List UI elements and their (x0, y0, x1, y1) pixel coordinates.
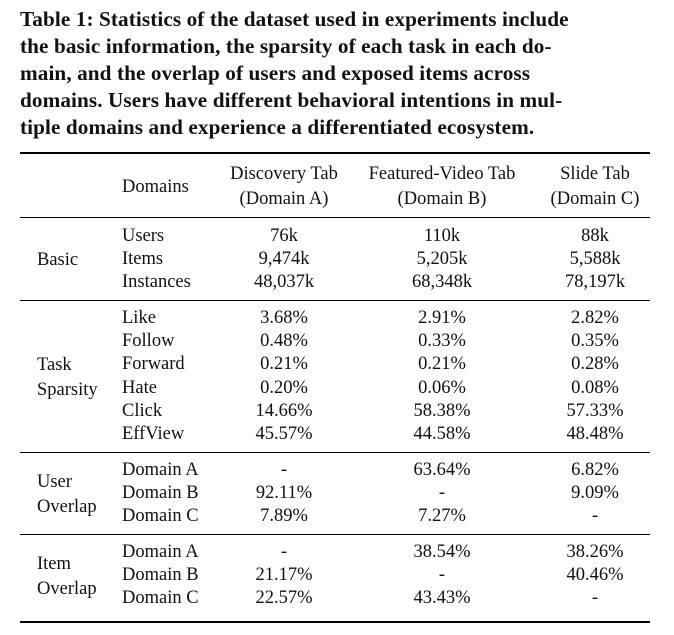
cell-domain-c: 5,588k (569, 249, 621, 270)
cell-domain-b: 0.33% (418, 331, 466, 352)
caption-line: the basic information, the sparsity of e… (20, 34, 552, 58)
cell-domain-a: 0.21% (260, 354, 308, 375)
header-col-b-line2: (Domain B) (397, 189, 487, 209)
cell-domain-a: - (280, 460, 288, 480)
group-label: User (37, 471, 72, 492)
cell-domain-a: - (280, 542, 288, 562)
row-label: Follow (122, 331, 175, 352)
row-label: Instances (122, 272, 191, 293)
cell-domain-c: - (591, 588, 599, 609)
caption-line: main, and the overlap of users and expos… (20, 61, 531, 85)
row-label: Domain C (122, 588, 199, 609)
cell-domain-a: 48,037k (253, 272, 315, 293)
cell-domain-a: 21.17% (255, 565, 313, 586)
row-label: Domain C (122, 506, 199, 527)
cell-domain-b: 0.21% (418, 354, 466, 375)
group-label: Overlap (37, 496, 97, 517)
group-label: Basic (37, 250, 79, 271)
group-label: Task (37, 354, 72, 375)
cell-domain-c: 78,197k (564, 272, 626, 293)
section-rule (20, 534, 650, 535)
cell-domain-c: 0.35% (571, 331, 619, 352)
cell-domain-c: - (591, 506, 599, 527)
cell-domain-a: 22.57% (255, 588, 313, 609)
cell-domain-b: 0.06% (418, 377, 466, 398)
row-label: Items (122, 249, 164, 270)
cell-domain-c: 2.82% (571, 308, 619, 328)
cell-domain-c: 57.33% (566, 400, 624, 421)
header-col-c-line2: (Domain C) (550, 189, 640, 209)
row-label: Hate (122, 377, 157, 398)
cell-domain-c: 9.09% (571, 483, 619, 504)
cell-domain-b: 68,348k (411, 272, 473, 293)
table-caption: Table 1: Statistics of the dataset used … (20, 6, 660, 141)
cell-domain-c: 48.48% (566, 424, 624, 444)
cell-domain-b: - (438, 483, 446, 504)
cell-domain-a: 0.20% (260, 377, 308, 398)
cell-domain-b: 7.27% (418, 506, 466, 527)
cell-domain-a: 45.57% (255, 424, 313, 444)
cell-domain-c: 38.26% (566, 542, 624, 562)
caption-line: domains. Users have different behavioral… (20, 88, 563, 112)
row-label: EffView (122, 424, 185, 444)
section-rule (20, 452, 650, 453)
cell-domain-a: 76k (270, 226, 298, 246)
cell-domain-b: 110k (423, 226, 461, 246)
cell-domain-a: 0.48% (260, 331, 308, 352)
cell-domain-b: 38.54% (413, 542, 471, 562)
cell-domain-c: 0.08% (571, 377, 619, 398)
caption-line: tiple domains and experience a different… (20, 115, 535, 139)
header-col-c-line1: Slide Tab (560, 164, 630, 184)
row-label: Click (122, 400, 163, 421)
cell-domain-c: 40.46% (566, 565, 624, 586)
row-label: Domain A (122, 460, 199, 480)
row-label: Domain A (122, 542, 199, 562)
cell-domain-b: 43.43% (413, 588, 471, 609)
cell-domain-a: 92.11% (255, 483, 313, 504)
group-label: Overlap (37, 578, 97, 599)
header-col-a-line1: Discovery Tab (230, 164, 338, 184)
header-domains: Domains (122, 177, 189, 197)
cell-domain-c: 0.28% (571, 354, 619, 375)
cell-domain-c: 88k (581, 226, 609, 246)
header-col-b-line1: Featured-Video Tab (368, 164, 516, 184)
cell-domain-a: 3.68% (260, 308, 308, 328)
cell-domain-b: 63.64% (413, 460, 471, 480)
row-label: Forward (122, 354, 185, 375)
cell-domain-b: 5,205k (416, 249, 468, 270)
section-rule (20, 300, 650, 301)
cell-domain-b: 44.58% (413, 424, 471, 444)
cell-domain-b: 58.38% (413, 400, 471, 421)
caption-line: Table 1: Statistics of the dataset used … (20, 7, 569, 31)
row-label: Domain B (122, 483, 199, 504)
cell-domain-a: 9,474k (258, 249, 310, 270)
top-rule (20, 152, 650, 154)
cell-domain-c: 6.82% (571, 460, 619, 480)
section-rule (20, 621, 650, 623)
cell-domain-a: 7.89% (260, 506, 308, 527)
cell-domain-a: 14.66% (255, 400, 313, 421)
row-label: Like (122, 308, 156, 328)
group-label: Item (37, 553, 71, 574)
header-col-a-line2: (Domain A) (239, 189, 329, 209)
cell-domain-b: - (438, 565, 446, 586)
row-label: Domain B (122, 565, 199, 586)
group-label: Sparsity (37, 379, 98, 400)
cell-domain-b: 2.91% (418, 308, 466, 328)
row-label: Users (122, 226, 165, 246)
header-rule (20, 217, 650, 218)
